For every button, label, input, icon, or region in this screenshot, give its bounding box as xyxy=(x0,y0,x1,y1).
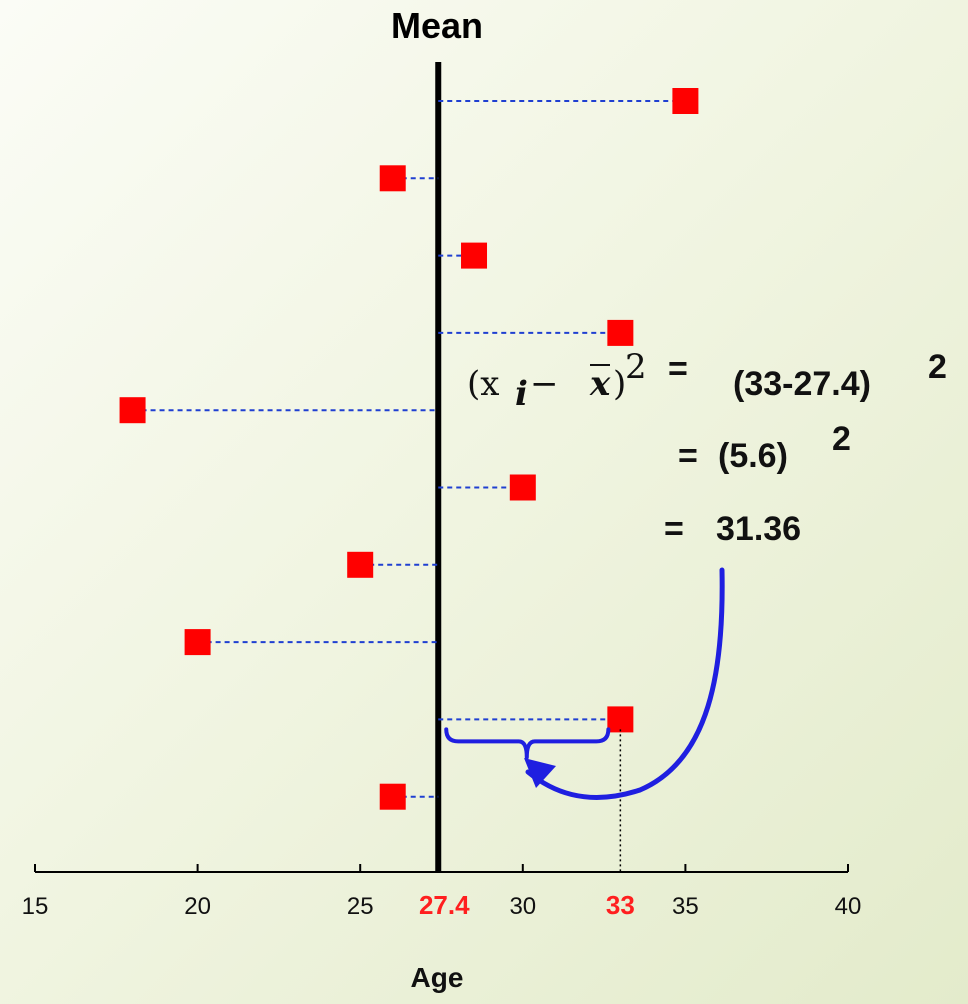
data-points xyxy=(119,88,699,810)
formula-rhs-2-equals: = xyxy=(678,437,698,475)
formula-rhs-3-equals: = xyxy=(664,510,684,548)
data-point-8 xyxy=(184,629,211,656)
tick-label-40: 40 xyxy=(835,893,862,920)
tick-label-30: 30 xyxy=(509,893,536,920)
mean-title: Mean xyxy=(391,5,483,46)
formula-lhs-minus: − xyxy=(530,364,559,404)
formula-lhs-xbar: x xyxy=(589,364,611,404)
callout-arrow xyxy=(525,567,725,800)
formula-rhs-3: 31.36 xyxy=(716,510,801,548)
deviation-annotation xyxy=(444,567,725,872)
formula-lhs-exponent: 2 xyxy=(625,347,647,387)
deviation-brace xyxy=(444,727,611,760)
formula: (x i − x ) 2 = (33-27.4) 2 = (5.6) 2 = 3… xyxy=(467,347,947,548)
data-point-6 xyxy=(509,474,536,501)
data-point-5 xyxy=(119,397,146,424)
highlight-tick-label: 33 xyxy=(606,890,635,920)
formula-rhs-2-exponent: 2 xyxy=(832,420,851,458)
x-axis-label: Age xyxy=(411,962,464,993)
tick-label-25: 25 xyxy=(347,893,374,920)
formula-lhs-open: (x xyxy=(467,364,499,404)
tick-label-15: 15 xyxy=(22,893,49,920)
formula-rhs-1: (33-27.4) xyxy=(733,365,871,403)
formula-equals: = xyxy=(668,350,688,388)
x-axis: 15 20 25 30 35 40 27.4 33 xyxy=(22,864,862,920)
deviation-guides xyxy=(132,62,686,872)
formula-lhs-subscript: i xyxy=(515,374,528,414)
formula-lhs-close: ) xyxy=(613,364,626,404)
formula-rhs-1-exponent: 2 xyxy=(928,348,947,386)
callout-arrowhead xyxy=(524,758,556,788)
mean-tick-label: 27.4 xyxy=(419,890,470,920)
tick-label-35: 35 xyxy=(672,893,699,920)
data-point-10 xyxy=(379,783,406,810)
formula-rhs-2: (5.6) xyxy=(718,437,788,475)
tick-label-20: 20 xyxy=(184,893,211,920)
data-point-3 xyxy=(461,242,488,269)
data-point-4 xyxy=(607,319,634,346)
data-point-2 xyxy=(379,165,406,192)
data-point-9 xyxy=(607,706,634,733)
data-point-7 xyxy=(347,551,374,578)
data-point-1 xyxy=(672,88,699,114)
